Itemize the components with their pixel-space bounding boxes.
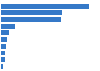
Bar: [1, 30, 9, 35]
Bar: [1, 57, 4, 62]
Bar: [1, 64, 3, 69]
Bar: [1, 37, 7, 42]
Bar: [1, 50, 5, 55]
Bar: [1, 10, 62, 15]
Bar: [1, 17, 61, 22]
Bar: [1, 24, 15, 29]
Bar: [1, 44, 6, 49]
Bar: [1, 4, 89, 9]
